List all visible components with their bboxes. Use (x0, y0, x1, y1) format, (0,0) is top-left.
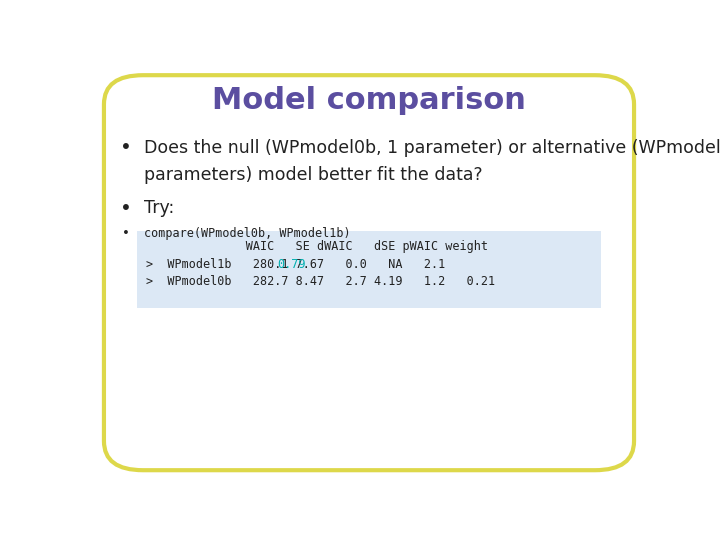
Text: parameters) model better fit the data?: parameters) model better fit the data? (144, 166, 482, 184)
Text: •: • (120, 199, 132, 218)
Text: >  WPmodel0b   282.7 8.47   2.7 4.19   1.2   0.21: > WPmodel0b 282.7 8.47 2.7 4.19 1.2 0.21 (145, 275, 495, 288)
FancyBboxPatch shape (104, 75, 634, 470)
Text: •: • (122, 227, 130, 240)
Text: •: • (120, 138, 132, 158)
FancyBboxPatch shape (138, 231, 600, 308)
Text: Does the null (WPmodel0b, 1 parameter) or alternative (WPmodel1b, 2: Does the null (WPmodel0b, 1 parameter) o… (144, 139, 720, 157)
Text: compare(WPmodel0b, WPmodel1b): compare(WPmodel0b, WPmodel1b) (144, 227, 351, 240)
Text: >  WPmodel1b   280.1 7.67   0.0   NA   2.1: > WPmodel1b 280.1 7.67 0.0 NA 2.1 (145, 258, 459, 271)
Text: Model comparison: Model comparison (212, 86, 526, 114)
Text: WAIC   SE dWAIC   dSE pWAIC weight: WAIC SE dWAIC dSE pWAIC weight (145, 240, 488, 253)
Text: Try:: Try: (144, 199, 174, 217)
Text: 0.79: 0.79 (277, 258, 306, 271)
